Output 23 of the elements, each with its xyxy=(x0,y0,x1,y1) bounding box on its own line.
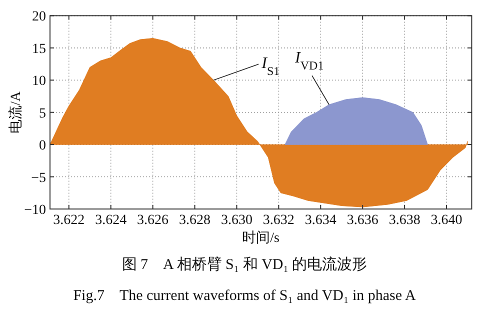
x-tick-label: 3.628 xyxy=(179,213,211,228)
y-tick-label: 20 xyxy=(32,10,46,25)
x-tick-label: 3.632 xyxy=(262,213,294,228)
x-tick-label: 3.624 xyxy=(95,213,127,228)
x-axis-title: 时间/s xyxy=(242,230,280,246)
y-tick-label: −10 xyxy=(24,203,46,218)
y-tick-label: 5 xyxy=(39,106,46,122)
x-tick-label: 3.622 xyxy=(53,213,85,228)
caption: 图 7 A 相桥臂 S₁ 和 VD₁ 的电流波形 xyxy=(122,256,368,273)
y-tick-label: 15 xyxy=(32,42,46,57)
x-tick-label: 3.634 xyxy=(304,213,336,228)
x-tick-label: 3.630 xyxy=(220,213,252,228)
text: I$_{S1}$ xyxy=(260,55,280,78)
x-tick-label: 3.636 xyxy=(346,213,378,228)
y-tick-label: 0 xyxy=(39,138,46,154)
y-axis-title: 电流/A xyxy=(8,90,24,134)
y-tick-label: 10 xyxy=(32,74,46,90)
x-tick-label: 3.640 xyxy=(430,213,462,228)
text: I$_{VD1}$ xyxy=(294,50,324,73)
caption: Fig.7 The current waveforms of S₁ and VD₁ in phase A xyxy=(73,288,416,304)
y-tick-label: −5 xyxy=(31,170,46,186)
x-tick-label: 3.626 xyxy=(137,213,169,228)
x-tick-label: 3.638 xyxy=(388,213,420,228)
